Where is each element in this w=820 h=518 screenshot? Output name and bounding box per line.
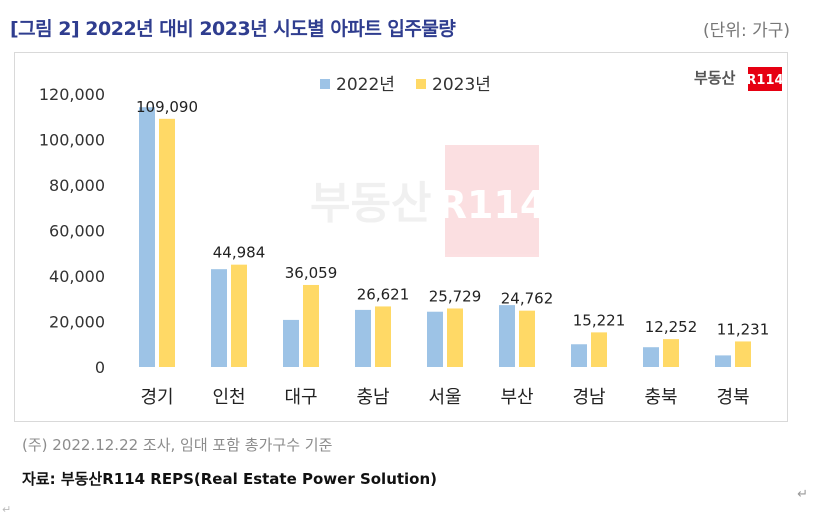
unit-label: (단위: 가구)	[703, 21, 790, 41]
brand-logo: 부동산 R114	[694, 67, 784, 91]
y-tick-label: 40,000	[49, 267, 105, 286]
bar-2022-경기	[139, 107, 155, 367]
data-label-부산: 24,762	[501, 290, 554, 308]
source-line: 자료: 부동산R114 REPS(Real Estate Power Solut…	[22, 470, 438, 488]
x-category-label: 경기	[140, 387, 173, 408]
logo-text: 부동산	[694, 69, 736, 87]
x-category-label: 경북	[716, 387, 749, 408]
data-label-경기: 109,090	[136, 98, 198, 116]
x-category-label: 서울	[428, 387, 461, 408]
bar-2023-경남	[591, 332, 607, 367]
bar-2023-대구	[303, 284, 319, 367]
data-label-서울: 25,729	[429, 287, 482, 305]
x-axis: 경기 인천 대구 충남 서울 부산 경남 충북 경북	[140, 387, 749, 408]
bar-2023-경기	[159, 118, 175, 367]
bar-2022-대구	[283, 319, 299, 367]
bar-2022-경북	[715, 355, 731, 367]
bar-2022-충남	[355, 309, 371, 367]
data-label-인천: 44,984	[213, 244, 266, 262]
data-labels: 109,090 44,984 36,059 26,621 25,729 24,762 15,…	[136, 98, 769, 339]
bar-2023-충북	[663, 339, 679, 367]
bar-2022-경남	[571, 344, 587, 367]
bars	[139, 107, 751, 367]
x-category-label: 충남	[356, 387, 389, 408]
y-tick-label: 0	[95, 358, 105, 377]
y-tick-label: 80,000	[49, 176, 105, 195]
bar-2023-충남	[375, 306, 391, 367]
logo-badge-box	[748, 67, 782, 91]
y-tick-label: 20,000	[49, 313, 105, 332]
bar-2023-부산	[519, 310, 535, 367]
survey-note: (주) 2022.12.22 조사, 임대 포함 총가구수 기준	[22, 436, 333, 454]
data-label-경남: 15,221	[573, 311, 626, 329]
bar-chart: 부동산 R114 부동산 R114 2022년 2023년 0 20,000 40,0…	[39, 67, 784, 408]
data-label-충북: 12,252	[645, 318, 698, 336]
y-axis: 0 20,000 40,000 60,000 80,000 100,000 120,000	[39, 85, 105, 377]
bar-2022-서울	[427, 311, 443, 367]
y-tick-label: 100,000	[39, 131, 105, 150]
bar-2022-인천	[211, 269, 227, 367]
legend: 2022년 2023년	[320, 75, 491, 95]
data-label-충남: 26,621	[357, 285, 410, 303]
legend-label-2023년: 2023년	[432, 75, 491, 95]
figure-title: [그림 2] 2022년 대비 2023년 시도별 아파트 입주물량	[10, 18, 456, 40]
data-label-경북: 11,231	[717, 320, 770, 338]
bar-2023-경북	[735, 341, 751, 367]
paragraph-mark-left: ↵	[2, 503, 12, 516]
y-tick-label: 60,000	[49, 222, 105, 241]
bar-2022-충북	[643, 347, 659, 367]
watermark-badge-box	[445, 145, 539, 257]
y-tick-label: 120,000	[39, 85, 105, 104]
x-category-label: 대구	[284, 387, 317, 408]
legend-label-2022년: 2022년	[336, 75, 395, 95]
bar-2023-서울	[447, 308, 463, 367]
x-category-label: 인천	[212, 387, 245, 408]
legend-swatch-2022년	[320, 79, 330, 89]
x-category-label: 부산	[500, 387, 533, 408]
x-category-label: 경남	[572, 387, 605, 408]
x-category-label: 충북	[644, 387, 677, 408]
bar-2023-인천	[231, 264, 247, 367]
watermark-badge-text: R114	[438, 183, 547, 227]
bar-2022-부산	[499, 305, 515, 367]
legend-swatch-2023년	[416, 79, 426, 89]
logo-badge-text: R114	[746, 73, 783, 88]
data-label-대구: 36,059	[285, 264, 338, 282]
watermark-text: 부동산	[310, 178, 431, 229]
chart-frame: 부동산 R114 부동산 R114 2022년 2023년 0 20,000 40,0…	[14, 52, 788, 422]
paragraph-mark: ↵	[797, 487, 808, 502]
watermark: 부동산 R114	[310, 145, 546, 257]
